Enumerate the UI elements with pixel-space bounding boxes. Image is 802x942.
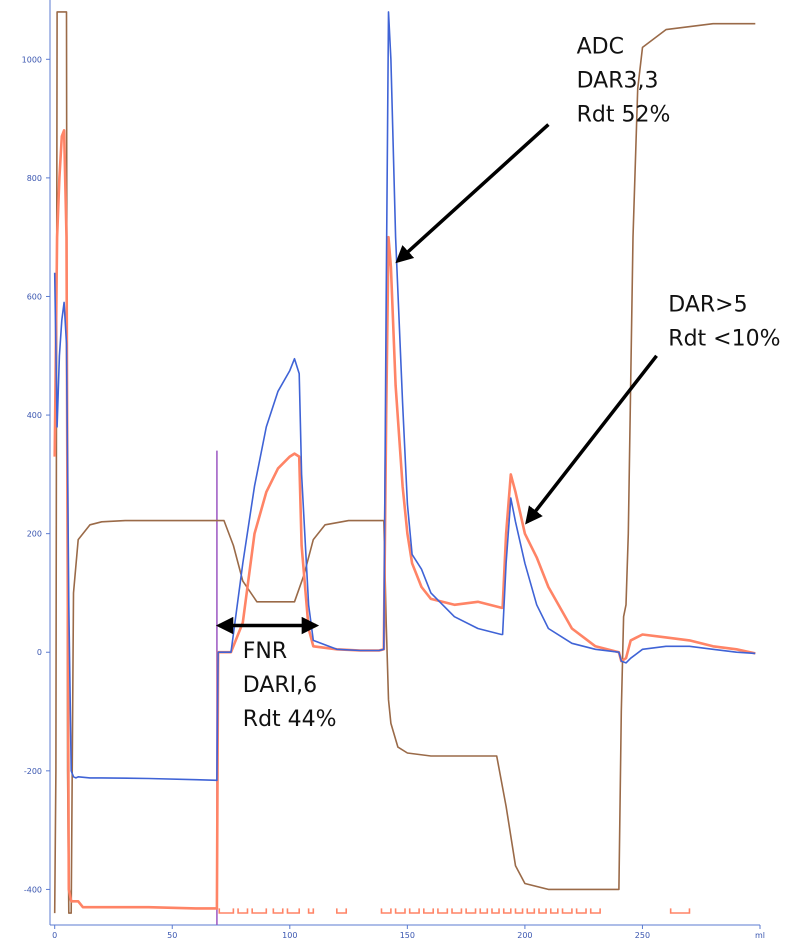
x-tick-label: 0 — [52, 931, 57, 940]
y-tick-label: 800 — [27, 174, 42, 183]
fraction-mark — [491, 908, 500, 914]
fraction-mark — [669, 908, 691, 914]
series-line-blue — [53, 11, 756, 782]
fraction-mark — [408, 908, 420, 914]
annotation-text: ADC — [577, 34, 624, 59]
series-line-brown — [53, 11, 756, 914]
y-tick-label: 200 — [27, 530, 42, 539]
y-tick-label: 600 — [27, 292, 42, 301]
y-tick-label: 1000 — [22, 55, 42, 64]
fraction-mark — [218, 908, 235, 914]
fraction-mark — [451, 908, 463, 914]
x-ticks: 0 50 100 150 200 250 ml — [52, 925, 765, 940]
fraction-mark — [514, 908, 524, 914]
y-ticks: -400 -200 0 200 400 600 800 1000 — [22, 55, 50, 894]
annotation-text: Rdt 44% — [243, 707, 337, 732]
fraction-mark — [286, 908, 301, 914]
x-tick-label: 150 — [400, 931, 415, 940]
fraction-mark — [479, 908, 489, 914]
x-tick-label: 200 — [517, 931, 532, 940]
annotation-text: DARI,6 — [243, 673, 317, 698]
fraction-mark — [251, 908, 268, 914]
fraction-mark — [307, 908, 315, 914]
annotations: ADC DAR3,3 Rdt 52% DAR>5 Rdt <10% FNR DARI,6 Rd… — [215, 34, 781, 732]
fraction-mark — [526, 908, 536, 914]
annotation-text: DAR3,3 — [577, 68, 659, 93]
y-tick-label: 400 — [27, 411, 42, 420]
fraction-marks — [218, 908, 691, 914]
series-line-orange — [53, 129, 756, 910]
annotation-text: Rdt <10% — [668, 326, 780, 351]
annotation-text: FNR — [243, 639, 287, 664]
fraction-mark — [561, 908, 573, 914]
annotation-text: DAR>5 — [668, 292, 747, 317]
fraction-mark — [538, 908, 547, 914]
fraction-mark — [437, 908, 449, 914]
fraction-mark — [394, 908, 406, 914]
fraction-mark — [465, 908, 477, 914]
x-tick-label: 100 — [282, 931, 297, 940]
fraction-mark — [502, 908, 512, 914]
fraction-mark — [423, 908, 435, 914]
series-lines — [53, 11, 756, 914]
fraction-mark — [575, 908, 587, 914]
y-tick-label: -400 — [24, 885, 42, 894]
y-tick-label: 0 — [37, 648, 42, 657]
x-tick-label: 250 — [635, 931, 650, 940]
x-tick-label: ml — [755, 931, 765, 940]
y-tick-label: -200 — [24, 767, 42, 776]
fraction-mark — [272, 908, 284, 914]
annotation-arrow — [395, 123, 550, 264]
fraction-mark — [237, 908, 249, 914]
fraction-mark — [589, 908, 601, 914]
annotation-text: Rdt 52% — [577, 102, 671, 127]
fraction-mark — [336, 908, 348, 914]
fraction-mark — [380, 908, 392, 914]
fraction-mark — [549, 908, 559, 914]
x-tick-label: 50 — [167, 931, 177, 940]
annotation-arrow — [525, 354, 658, 525]
